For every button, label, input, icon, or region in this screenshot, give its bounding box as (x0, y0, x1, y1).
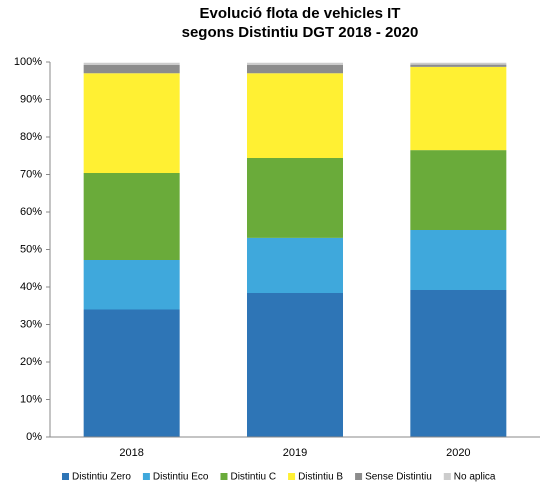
bar-segment (247, 158, 343, 238)
legend-swatch (220, 473, 228, 480)
legend-swatch (142, 473, 150, 480)
legend-swatch (288, 473, 296, 480)
bar-segment (83, 309, 180, 437)
bar-segment (247, 73, 343, 158)
chart-title: segons Distintiu DGT 2018 - 2020 (182, 24, 419, 41)
y-tick-label: 40% (20, 281, 42, 293)
x-tick-label: 2020 (446, 447, 470, 459)
y-tick-label: 100% (14, 56, 42, 68)
bar-segment (83, 73, 180, 173)
x-tick-label: 2019 (283, 447, 307, 459)
legend-swatch (62, 473, 69, 480)
legend-label: No aplica (454, 472, 496, 483)
bar-segment (410, 66, 507, 151)
bar-segment (247, 65, 343, 74)
y-tick-label: 50% (20, 243, 42, 255)
bar-segment (247, 62, 343, 65)
bar-segment (247, 237, 343, 293)
legend-label: Distintiu C (230, 472, 276, 483)
legend-label: Distintiu Eco (153, 472, 209, 483)
bar-segment (410, 290, 507, 437)
y-tick-label: 0% (26, 431, 42, 443)
y-tick-label: 10% (20, 393, 42, 405)
bar-segment (83, 65, 180, 74)
legend-swatch (443, 473, 451, 480)
chart-title: Evolució flota de vehicles IT (200, 5, 401, 22)
bar-segment (410, 230, 507, 290)
bar-segment (83, 62, 180, 65)
legend-label: Sense Distintiu (365, 472, 432, 483)
bar-segment (410, 64, 507, 67)
bar-segment (83, 173, 180, 260)
legend-swatch (355, 473, 363, 480)
bar-segment (410, 150, 507, 230)
y-tick-label: 30% (20, 318, 42, 330)
bar-segment (410, 62, 507, 65)
y-tick-label: 90% (20, 93, 42, 105)
bar-segment (247, 293, 343, 437)
y-tick-label: 80% (20, 131, 42, 143)
y-tick-label: 60% (20, 206, 42, 218)
x-tick-label: 2018 (119, 447, 143, 459)
legend-label: Distintiu Zero (72, 472, 131, 483)
y-tick-label: 70% (20, 168, 42, 180)
y-tick-label: 20% (20, 356, 42, 368)
legend-label: Distintiu B (298, 472, 343, 483)
bar-segment (83, 260, 180, 310)
